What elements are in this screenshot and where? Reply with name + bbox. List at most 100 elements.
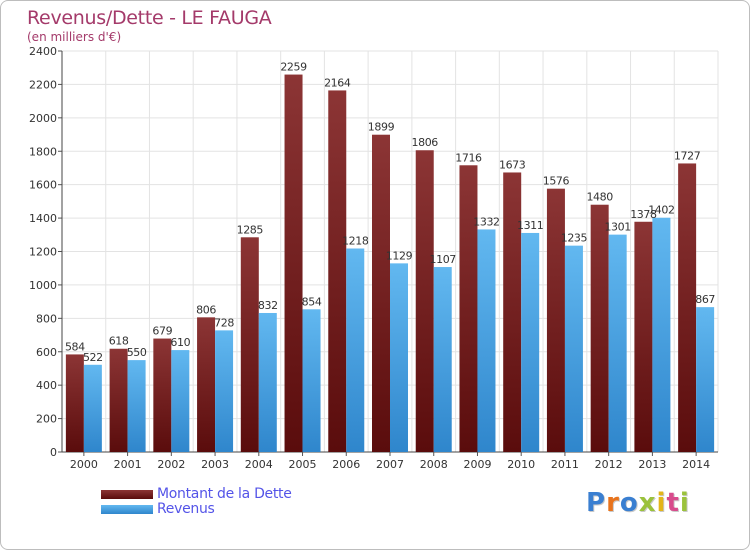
bar-revenus-2006 xyxy=(346,248,365,452)
data-label-dette-2012: 1480 xyxy=(586,191,613,204)
bar-revenus-2002 xyxy=(171,350,190,452)
data-label-dette-2000: 584 xyxy=(65,340,85,353)
x-tick-label-2006: 2006 xyxy=(332,458,360,471)
data-label-revenus-2012: 1301 xyxy=(604,221,630,234)
bar-revenus-2005 xyxy=(302,309,321,452)
y-tick-label: 2400 xyxy=(29,45,57,58)
data-label-revenus-2008: 1107 xyxy=(430,253,457,266)
data-label-revenus-2013: 1402 xyxy=(648,204,674,217)
bar-revenus-2012 xyxy=(608,234,627,452)
logo-letter: i xyxy=(656,488,667,518)
data-label-dette-2003: 806 xyxy=(196,303,216,316)
data-label-dette-2006: 2164 xyxy=(324,76,351,89)
bar-revenus-2000 xyxy=(83,364,102,452)
x-tick-label-2014: 2014 xyxy=(682,458,710,471)
x-tick-label-2007: 2007 xyxy=(376,458,404,471)
data-label-revenus-2003: 728 xyxy=(214,316,234,329)
logo-letter: x xyxy=(638,488,657,518)
x-tick-label-2011: 2011 xyxy=(551,458,579,471)
data-label-dette-2008: 1806 xyxy=(412,136,439,149)
bars xyxy=(65,74,715,453)
bar-dette-2014 xyxy=(678,163,697,452)
y-tick-label: 2200 xyxy=(29,78,57,91)
bar-dette-2008 xyxy=(415,150,434,452)
x-tick-label-2012: 2012 xyxy=(595,458,623,471)
data-label-revenus-2005: 854 xyxy=(302,295,322,308)
bar-dette-2012 xyxy=(590,204,609,452)
data-label-dette-2013: 1378 xyxy=(630,208,657,221)
chart-subtitle: (en milliers d'€) xyxy=(27,30,122,44)
y-tick-label: 1200 xyxy=(29,246,57,259)
bar-revenus-2013 xyxy=(652,217,671,452)
x-tick-label-2010: 2010 xyxy=(507,458,535,471)
data-label-dette-2010: 1673 xyxy=(499,158,526,171)
data-label-revenus-2004: 832 xyxy=(258,299,278,312)
bar-revenus-2009 xyxy=(477,229,496,452)
bar-revenus-2007 xyxy=(390,263,408,452)
logo-letter: o xyxy=(619,488,639,518)
bar-revenus-2003 xyxy=(215,330,234,452)
data-label-dette-2009: 1716 xyxy=(455,151,482,164)
y-tick-label: 800 xyxy=(36,312,57,325)
y-tick-label: 2000 xyxy=(29,112,57,125)
bar-dette-2007 xyxy=(372,134,390,453)
x-tick-label-2005: 2005 xyxy=(289,458,317,471)
data-label-revenus-2006: 1218 xyxy=(342,234,369,247)
data-label-revenus-2011: 1235 xyxy=(561,232,588,245)
logo-letter: P xyxy=(586,488,607,518)
bar-revenus-2008 xyxy=(433,267,452,452)
y-tick-label: 1400 xyxy=(29,212,57,225)
bar-revenus-2011 xyxy=(564,245,583,452)
legend-label-dette: Montant de la Dette xyxy=(157,486,292,502)
data-label-dette-2004: 1285 xyxy=(237,223,264,236)
data-label-revenus-2009: 1332 xyxy=(473,215,499,228)
x-tick-label-2009: 2009 xyxy=(463,458,491,471)
proxiti-logo: Proxiti xyxy=(586,488,690,518)
x-tick-label-2003: 2003 xyxy=(201,458,229,471)
data-label-dette-2014: 1727 xyxy=(674,149,701,162)
data-label-revenus-2002: 610 xyxy=(170,336,190,349)
x-tick-label-2002: 2002 xyxy=(157,458,185,471)
chart-title: Revenus/Dette - LE FAUGA xyxy=(27,7,272,29)
x-tick-label-2013: 2013 xyxy=(638,458,666,471)
data-label-dette-2011: 1576 xyxy=(543,175,570,188)
legend-swatch-dette xyxy=(101,490,153,499)
data-label-revenus-2014: 867 xyxy=(695,293,715,306)
bar-dette-2006 xyxy=(328,90,347,452)
y-tick-label: 400 xyxy=(36,379,57,392)
bar-dette-2001 xyxy=(109,348,128,452)
y-tick-label: 200 xyxy=(36,413,57,426)
data-label-revenus-2007: 1129 xyxy=(386,249,413,262)
legend-label-revenus: Revenus xyxy=(157,501,215,517)
bar-dette-2011 xyxy=(546,188,565,452)
data-label-dette-2001: 618 xyxy=(109,335,129,348)
legend-swatch-revenus xyxy=(101,505,153,514)
bar-dette-2009 xyxy=(459,165,478,452)
bar-dette-2000 xyxy=(65,354,84,452)
data-label-dette-2005: 2259 xyxy=(280,61,307,74)
logo-letter: r xyxy=(606,488,620,518)
bar-revenus-2004 xyxy=(258,312,277,452)
bar-dette-2002 xyxy=(153,338,172,452)
x-tick-label-2008: 2008 xyxy=(420,458,448,471)
logo-letter: i xyxy=(679,488,690,518)
bar-dette-2005 xyxy=(284,74,303,452)
data-label-revenus-2010: 1311 xyxy=(517,219,543,232)
x-tick-label-2001: 2001 xyxy=(114,458,142,471)
logo-letter: t xyxy=(666,488,680,518)
bar-revenus-2014 xyxy=(696,307,715,452)
y-tick-label: 1600 xyxy=(29,179,57,192)
data-label-revenus-2001: 550 xyxy=(127,346,147,359)
bar-dette-2004 xyxy=(240,237,259,452)
x-tick-label-2004: 2004 xyxy=(245,458,273,471)
y-tick-label: 600 xyxy=(36,346,57,359)
bar-dette-2013 xyxy=(634,221,653,452)
y-tick-label: 1800 xyxy=(29,145,57,158)
data-label-dette-2002: 679 xyxy=(152,325,172,338)
bar-dette-2010 xyxy=(503,172,522,452)
y-tick-label: 0 xyxy=(50,446,57,459)
x-tick-label-2000: 2000 xyxy=(70,458,98,471)
y-tick-label: 1000 xyxy=(29,279,57,292)
